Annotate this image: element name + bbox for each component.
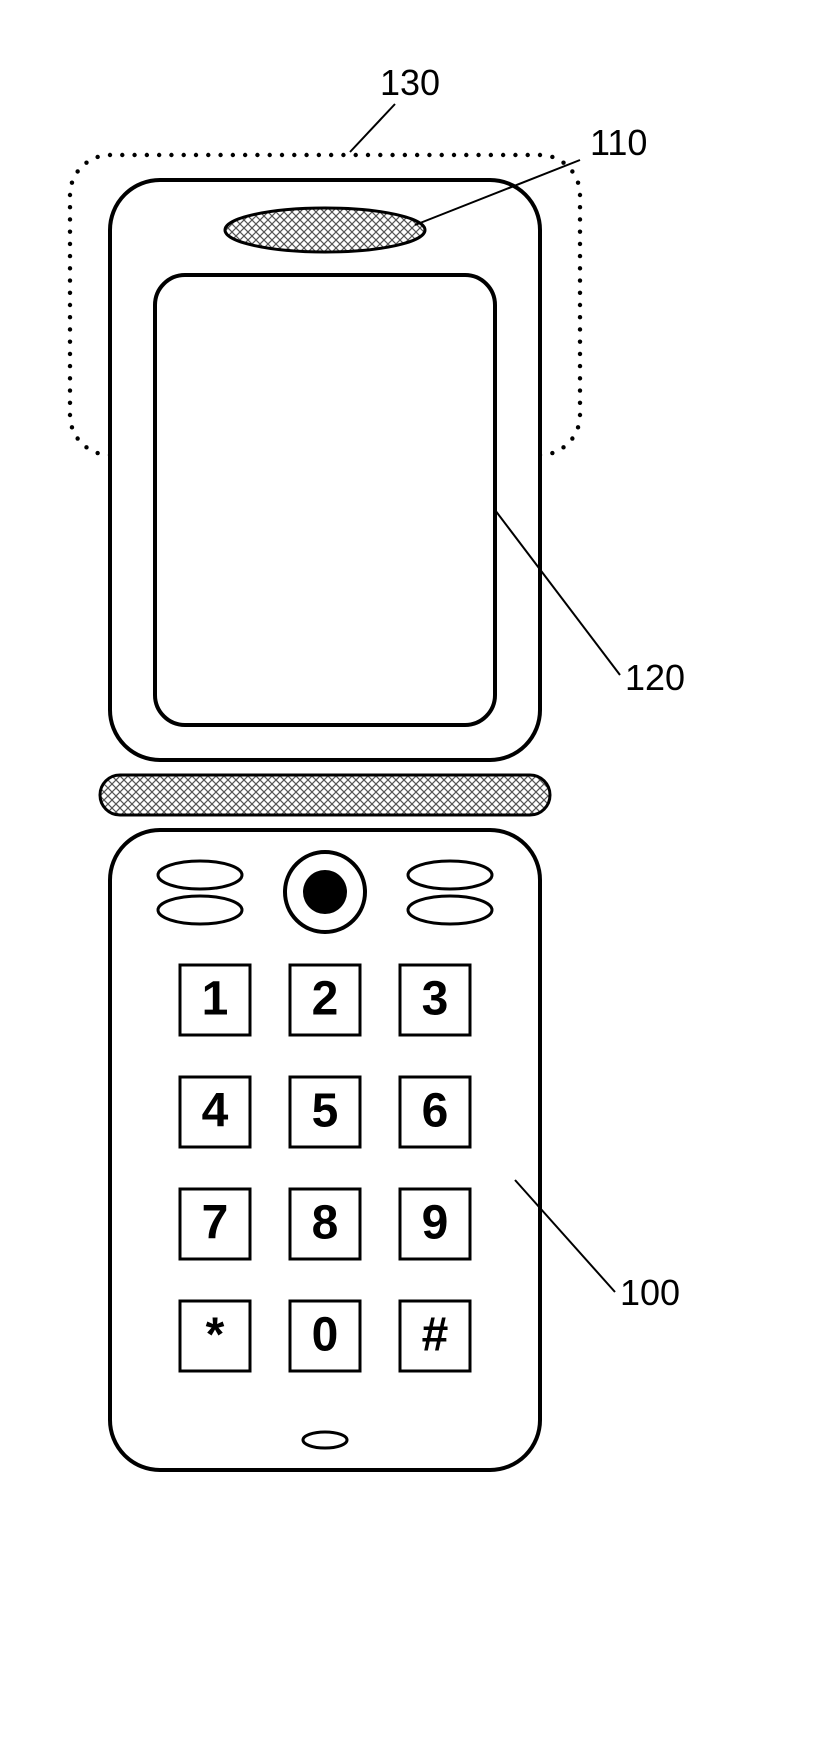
softkey-right-2[interactable] — [408, 896, 492, 924]
mic-hole — [303, 1432, 347, 1448]
key-4-label: 4 — [202, 1085, 229, 1138]
earpiece-speaker — [225, 208, 425, 252]
key-8-label: 8 — [312, 1197, 339, 1250]
label-ref120: 120 — [625, 657, 685, 698]
softkey-left-1[interactable] — [158, 861, 242, 889]
leader-to130 — [350, 104, 395, 152]
key-0-label: 0 — [312, 1309, 339, 1362]
key-5-label: 5 — [312, 1085, 339, 1138]
phone-screen — [155, 275, 495, 725]
label-ref100: 100 — [620, 1272, 680, 1313]
softkey-right-1[interactable] — [408, 861, 492, 889]
nav-center-button[interactable] — [303, 870, 347, 914]
softkey-left-2[interactable] — [158, 896, 242, 924]
key-9-label: 9 — [422, 1197, 449, 1250]
key-#-label: # — [422, 1309, 449, 1362]
label-ref130: 130 — [380, 62, 440, 103]
key-3-label: 3 — [422, 973, 449, 1026]
key-2-label: 2 — [312, 973, 339, 1026]
label-ref110: 110 — [590, 122, 647, 163]
key-6-label: 6 — [422, 1085, 449, 1138]
phone-hinge — [100, 775, 550, 815]
key-1-label: 1 — [202, 973, 229, 1026]
key-*-label: * — [206, 1309, 225, 1362]
key-7-label: 7 — [202, 1197, 229, 1250]
